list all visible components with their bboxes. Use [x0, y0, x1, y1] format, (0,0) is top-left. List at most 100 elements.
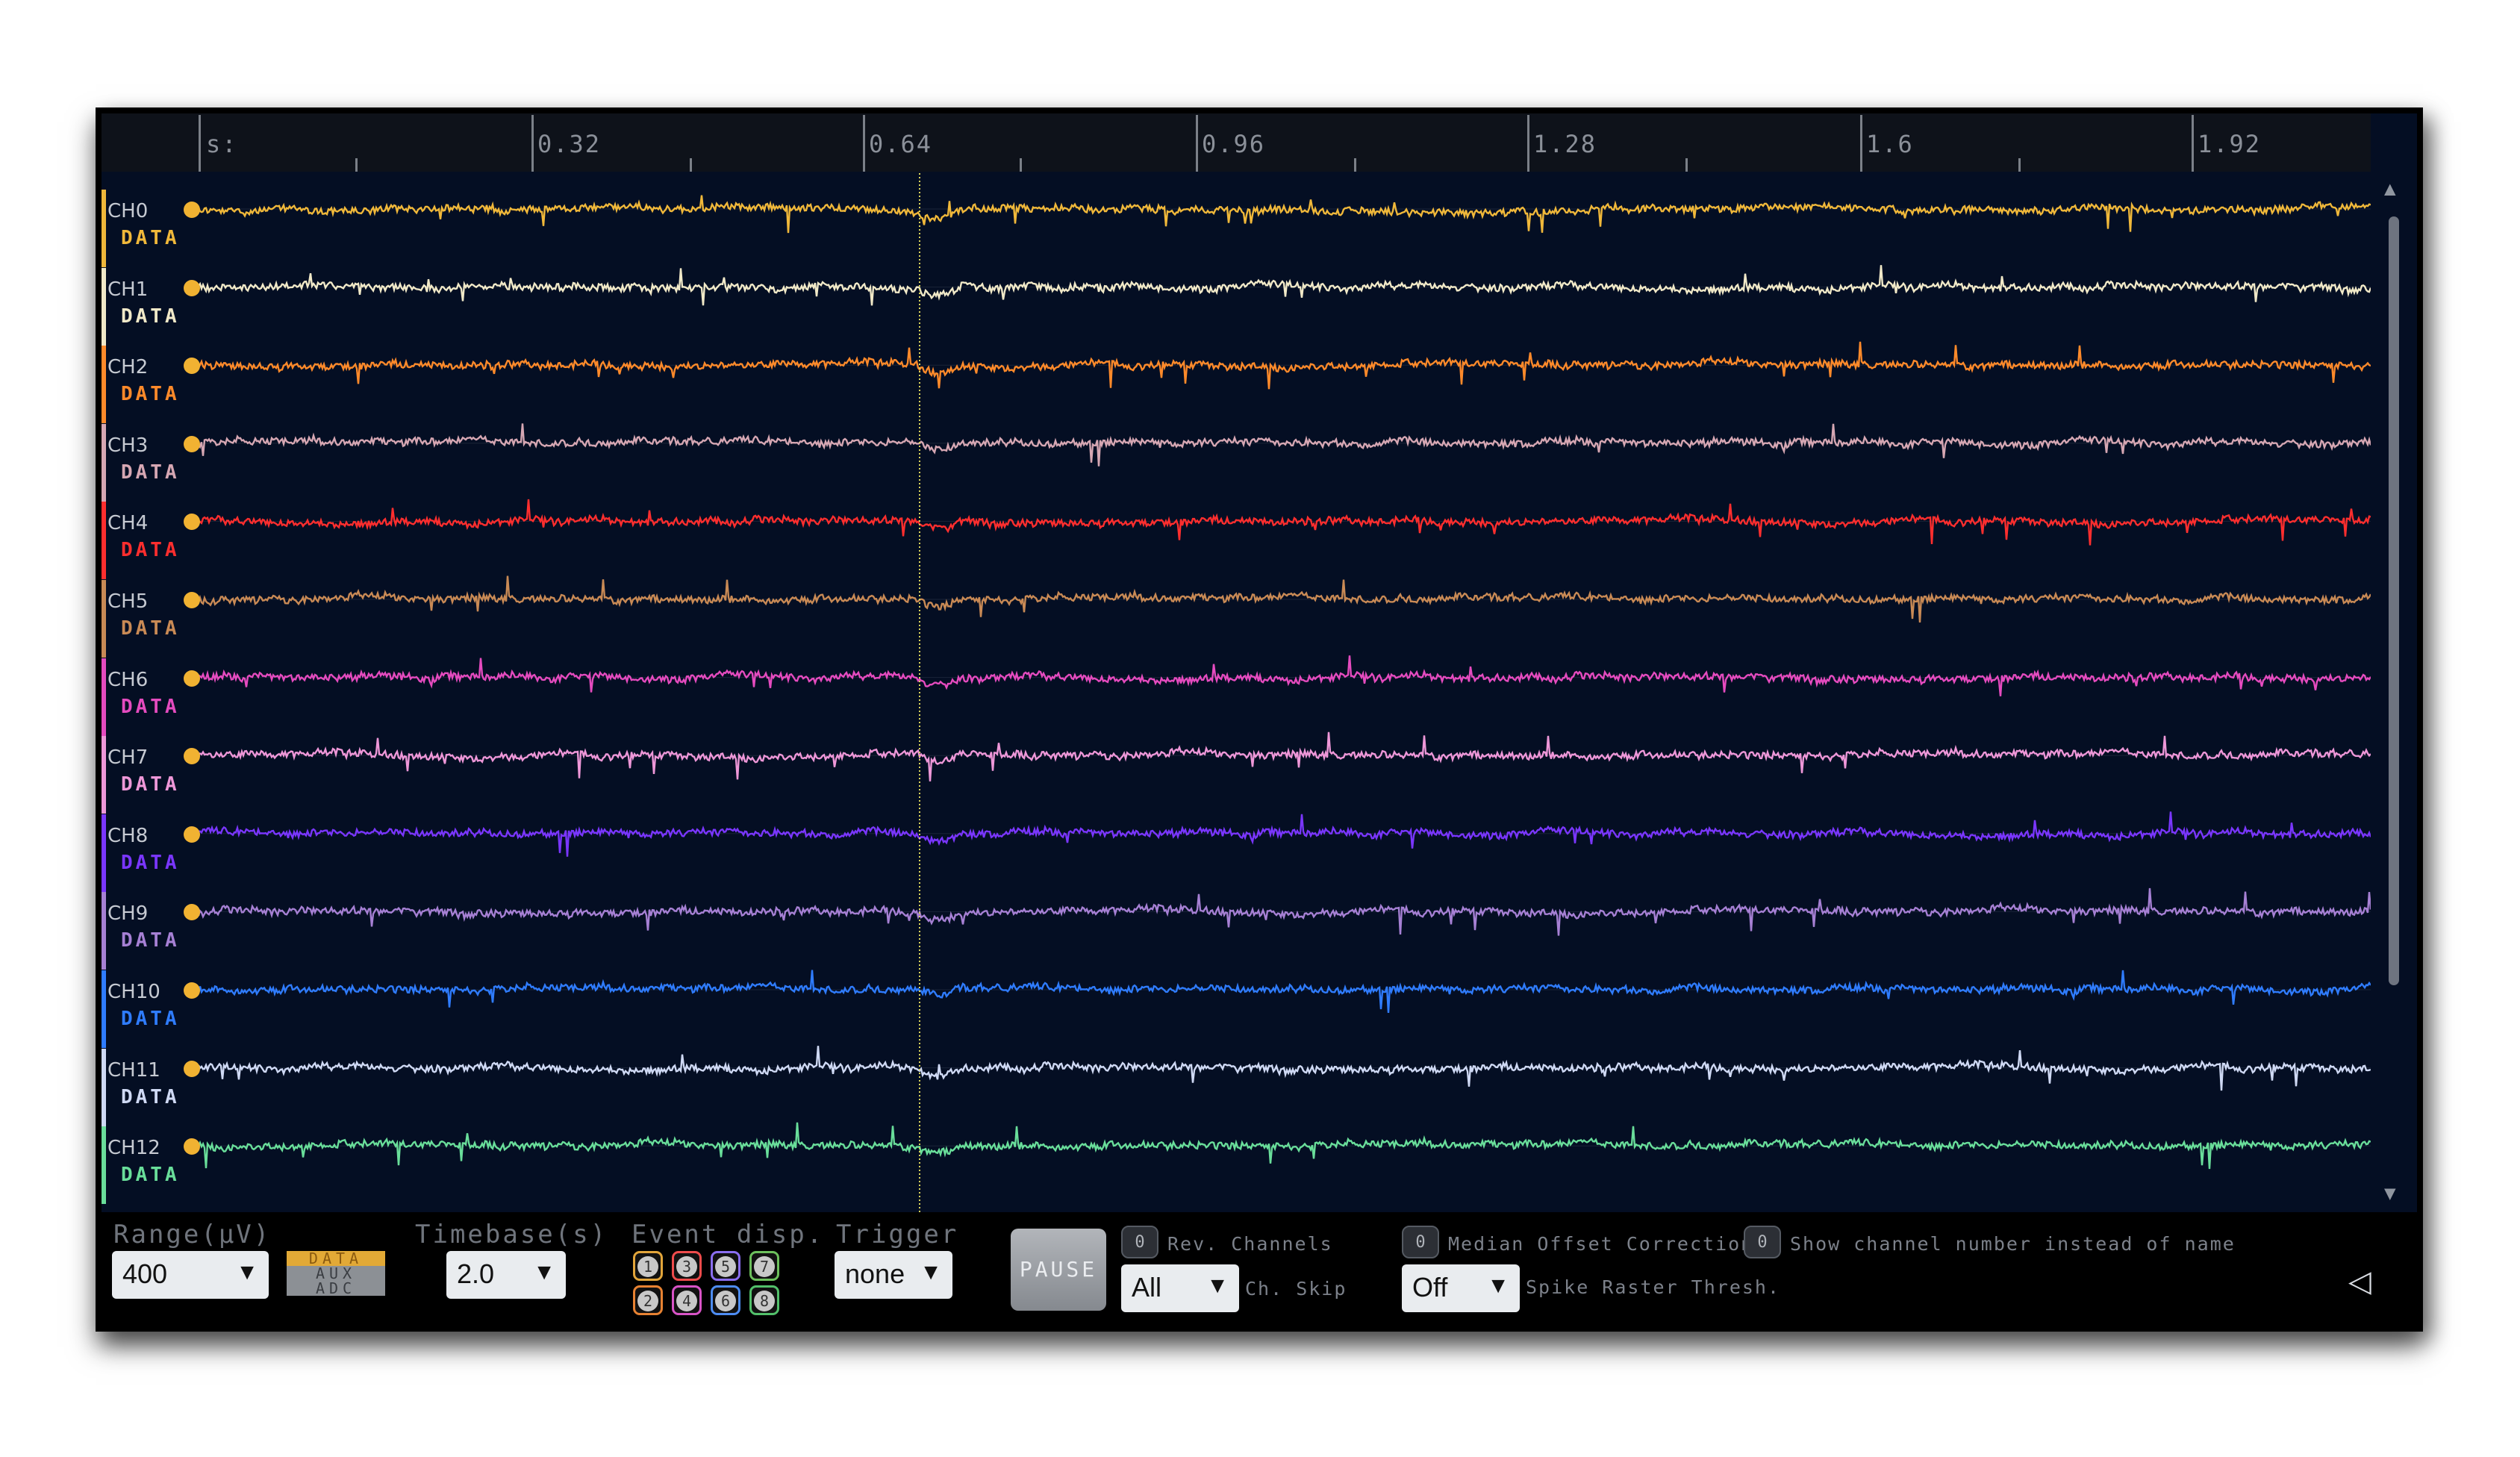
scroll-up-arrow-icon[interactable]: ▲ [2384, 178, 2396, 200]
channel-trace [198, 731, 2371, 781]
channel-name[interactable]: CH3 [107, 434, 149, 457]
ruler-major-tick [1527, 115, 1529, 172]
event-channel-button[interactable]: 2 [633, 1285, 663, 1315]
ruler-major-tick [199, 115, 201, 172]
channel-name[interactable]: CH9 [107, 902, 149, 926]
event-channel-button[interactable]: 7 [749, 1251, 779, 1281]
channel-source-label: DATA [121, 1164, 180, 1187]
scrollbar-thumb[interactable] [2389, 216, 2399, 985]
lfp-viewer-window: s: 0.32 0.64 0.96 1.28 1.6 1.92 CH0 DATA CH1 DAT… [96, 107, 2423, 1332]
channel-color-bar [102, 892, 106, 970]
range-select[interactable]: 400 ▼ [112, 1251, 269, 1299]
trigger-value: none [845, 1258, 905, 1289]
channel-enable-dot[interactable] [184, 904, 200, 921]
show-number-label: Show channel number instead of name [1790, 1233, 2236, 1255]
channel-name[interactable]: CH2 [107, 356, 149, 379]
channel-name[interactable]: CH11 [107, 1058, 160, 1082]
event-channel-number: 8 [754, 1291, 775, 1311]
ruler-time-label: 0.96 [1202, 130, 1266, 158]
ruler-minor-tick [2018, 158, 2021, 172]
ruler-time-label: 0.64 [869, 130, 933, 158]
channel-color-bar [102, 267, 106, 346]
channel-name[interactable]: CH4 [107, 512, 149, 535]
channel-trace [197, 887, 2371, 936]
event-channel-number: 4 [676, 1291, 697, 1311]
ch-skip-label: Ch. Skip [1245, 1278, 1347, 1300]
median-offset-toggle[interactable]: 0 [1402, 1226, 1439, 1258]
ch-skip-value: All [1132, 1272, 1162, 1302]
channel-enable-dot[interactable] [184, 358, 200, 375]
channel-name[interactable]: CH5 [107, 590, 149, 613]
spike-raster-select[interactable]: Off ▼ [1402, 1264, 1520, 1312]
channel-enable-dot[interactable] [184, 202, 200, 218]
ruler-minor-tick [1354, 158, 1356, 172]
time-ruler: s: 0.32 0.64 0.96 1.28 1.6 1.92 [102, 113, 2371, 172]
ch-skip-select[interactable]: All ▼ [1121, 1264, 1239, 1312]
channel-enable-dot[interactable] [184, 1138, 200, 1155]
ruler-minor-tick [1020, 158, 1022, 172]
channel-trace [197, 970, 2371, 1013]
channel-trace [197, 341, 2371, 390]
event-channel-button[interactable]: 6 [711, 1285, 740, 1315]
channel-color-bar [102, 814, 106, 892]
source-mode-selector[interactable]: DATA AUX ADC [287, 1251, 385, 1297]
channel-source-label: DATA [121, 461, 180, 484]
channel-enable-dot[interactable] [184, 279, 200, 296]
channel-enable-dot[interactable] [184, 592, 200, 608]
trigger-select[interactable]: none ▼ [835, 1251, 952, 1299]
trace-display[interactable]: s: 0.32 0.64 0.96 1.28 1.6 1.92 CH0 DATA CH1 DAT… [102, 113, 2417, 1212]
event-channel-button[interactable]: 1 [633, 1251, 663, 1281]
channel-enable-dot[interactable] [184, 670, 200, 687]
vertical-scrollbar[interactable]: ▲ ▼ [2380, 178, 2410, 1208]
channel-source-label: DATA [121, 1008, 180, 1030]
channel-trace [197, 1046, 2371, 1091]
channel-trace [197, 195, 2371, 234]
channel-trace [197, 1122, 2371, 1170]
event-channel-button[interactable]: 5 [711, 1251, 740, 1281]
source-mode-aux[interactable]: AUX [287, 1266, 385, 1281]
channel-enable-dot[interactable] [184, 826, 200, 843]
scroll-down-arrow-icon[interactable]: ▼ [2384, 1182, 2396, 1205]
spike-raster-label: Spike Raster Thresh. [1526, 1276, 1781, 1298]
channel-name[interactable]: CH1 [107, 278, 149, 301]
channel-enable-dot[interactable] [184, 982, 200, 999]
channel-name[interactable]: CH12 [107, 1137, 160, 1160]
event-channel-number: 1 [637, 1256, 658, 1277]
channel-name[interactable]: CH0 [107, 200, 149, 222]
channel-enable-dot[interactable] [184, 748, 200, 765]
rev-channels-toggle[interactable]: 0 [1121, 1226, 1158, 1258]
channel-name[interactable]: CH8 [107, 824, 149, 847]
show-number-toggle[interactable]: 0 [1744, 1226, 1781, 1258]
pause-button[interactable]: PAUSE [1011, 1229, 1106, 1311]
event-channel-button[interactable]: 4 [672, 1285, 702, 1315]
source-mode-data[interactable]: DATA [287, 1251, 385, 1266]
source-mode-adc[interactable]: ADC [287, 1281, 385, 1296]
channel-trace [197, 575, 2371, 623]
channel-enable-dot[interactable] [184, 514, 200, 531]
channel-color-bar [102, 1126, 106, 1205]
channel-name[interactable]: CH10 [107, 981, 160, 1003]
channel-color-bar [102, 658, 106, 736]
chevron-down-icon: ▼ [1206, 1273, 1229, 1298]
timebase-select[interactable]: 2.0 ▼ [446, 1251, 566, 1299]
event-channel-button[interactable]: 3 [672, 1251, 702, 1281]
channel-color-bar [102, 423, 106, 502]
collapse-panel-icon[interactable]: ◁ [2348, 1264, 2371, 1299]
chevron-down-icon: ▼ [1487, 1273, 1509, 1298]
event-display-label: Event disp. [631, 1220, 825, 1249]
channel-enable-dot[interactable] [184, 1060, 200, 1077]
event-channel-button[interactable]: 8 [749, 1285, 779, 1315]
channel-name[interactable]: CH6 [107, 668, 149, 691]
ruler-time-label: 1.6 [1866, 130, 1914, 158]
channel-enable-dot[interactable] [184, 435, 200, 452]
event-channel-number: 5 [715, 1256, 736, 1277]
range-value: 400 [122, 1258, 168, 1289]
channel-color-bar [102, 190, 106, 267]
channel-source-label: DATA [121, 227, 180, 249]
channel-source-label: DATA [121, 929, 180, 952]
ruler-minor-tick [1685, 158, 1688, 172]
channel-source-label: DATA [121, 851, 180, 874]
channel-name[interactable]: CH7 [107, 746, 149, 770]
channel-source-label: DATA [121, 383, 180, 406]
range-label: Range(μV) [113, 1220, 272, 1249]
